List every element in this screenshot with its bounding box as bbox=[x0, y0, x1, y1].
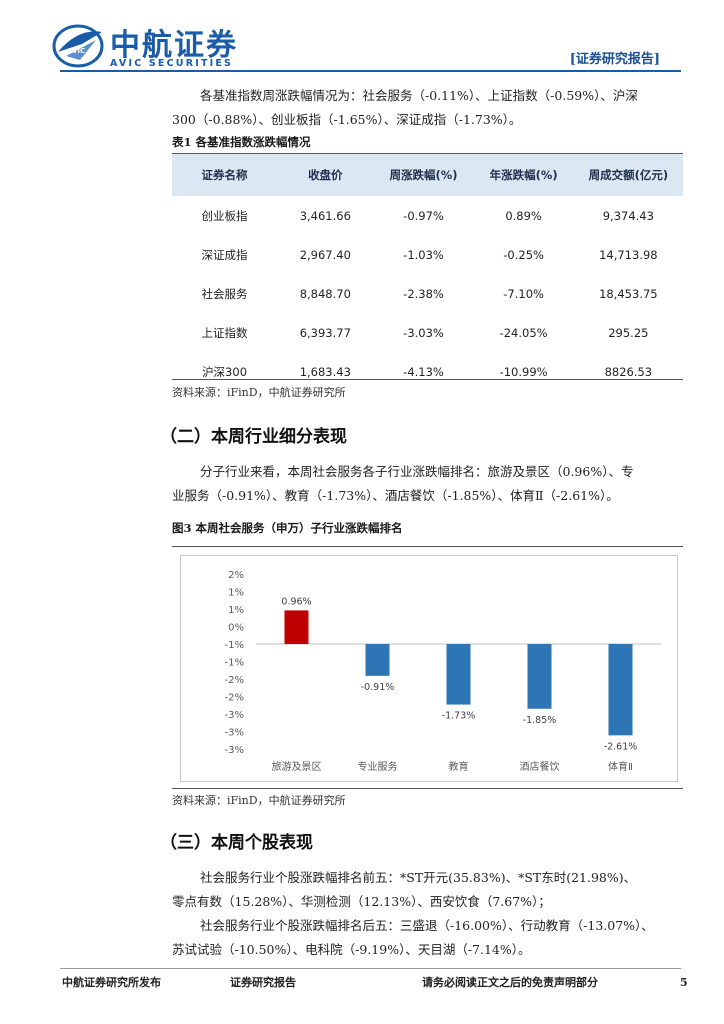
y-tick-label: -1% bbox=[225, 640, 244, 651]
bar bbox=[527, 644, 552, 709]
table-bottom-rule bbox=[172, 379, 683, 380]
footer-divider bbox=[60, 968, 681, 969]
y-tick-label: -2% bbox=[225, 675, 244, 686]
y-tick-label: 1% bbox=[228, 588, 244, 599]
section-3-line-1: 社会服务行业个股涨跌幅排名前五：*ST开元(35.83%)、*ST东时(21.9… bbox=[200, 870, 637, 885]
section-3-line-2: 零点有数（15.28%）、华测检测（12.13%）、西安饮食（7.67%）； bbox=[172, 894, 551, 909]
table-header-cell: 年涨跌幅(%) bbox=[473, 154, 574, 196]
company-logo: AVIC 中航证券 AVIC SECURITIES bbox=[52, 20, 252, 70]
logo-mark-text: AVIC bbox=[67, 47, 85, 55]
table-cell: 2,967.40 bbox=[299, 247, 351, 262]
logo-chinese-name: 中航证券 bbox=[110, 28, 238, 63]
bar bbox=[284, 610, 309, 644]
table-cell: 18,453.75 bbox=[599, 286, 658, 301]
table-cell: 8,848.70 bbox=[299, 286, 351, 301]
table-source-note: 资料来源：iFinD，中航证券研究所 bbox=[172, 386, 346, 399]
x-category-label: 教育 bbox=[449, 760, 469, 773]
table-cell: 1,683.43 bbox=[299, 364, 351, 379]
section-2-line-2: 业服务（-0.91%）、教育（-1.73%）、酒店餐饮（-1.85%）、体育Ⅱ（… bbox=[172, 488, 619, 503]
subindustry-bar-chart: 2% 1% 1% 0% -1% -1% -2% -2% -3% -3% -3% 0.96% 旅游及景区 -… bbox=[225, 570, 661, 773]
bar-data-label: -1.85% bbox=[523, 715, 557, 726]
table-row: 创业板指 3,461.66 -0.97% 0.89% 9,374.43 bbox=[172, 196, 683, 235]
figure-caption: 图3 本周社会服务（申万）子行业涨跌幅排名 bbox=[172, 521, 403, 535]
section-3-title: （三）本周个股表现 bbox=[160, 833, 313, 853]
bar bbox=[446, 644, 471, 705]
y-tick-label: -3% bbox=[225, 745, 244, 756]
bar-data-label: -1.73% bbox=[442, 711, 476, 722]
table-cell: -0.97% bbox=[403, 208, 444, 223]
table-cell: -24.05% bbox=[499, 325, 548, 340]
table-caption: 表1 各基准指数涨跌幅情况 bbox=[172, 135, 311, 149]
table-header-cell: 证券名称 bbox=[172, 154, 278, 196]
y-tick-label: 1% bbox=[228, 605, 244, 616]
table-cell: -1.03% bbox=[403, 247, 444, 262]
footer-publisher: 中航证券研究所发布 bbox=[62, 976, 161, 989]
avic-plane-icon: AVIC bbox=[52, 24, 104, 68]
logo-english-name: AVIC SECURITIES bbox=[110, 58, 234, 69]
figure-top-rule bbox=[172, 546, 683, 547]
table-cell: 295.25 bbox=[608, 325, 649, 340]
table-cell: -2.38% bbox=[403, 286, 444, 301]
table-cell: 6,393.77 bbox=[299, 325, 351, 340]
table-cell: 8826.53 bbox=[604, 364, 653, 379]
table-row: 社会服务 8,848.70 -2.38% -7.10% 18,453.75 bbox=[172, 274, 683, 313]
bar-data-label: -0.91% bbox=[361, 682, 395, 693]
table-top-rule bbox=[172, 153, 683, 154]
y-tick-label: -3% bbox=[225, 728, 244, 739]
figure-source-note: 资料来源：iFinD，中航证券研究所 bbox=[172, 794, 346, 807]
table-cell: 14,713.98 bbox=[599, 247, 658, 262]
x-category-label: 体育Ⅱ bbox=[608, 760, 633, 773]
y-tick-label: 2% bbox=[228, 570, 244, 581]
table-row: 沪深300 1,683.43 -4.13% -10.99% 8826.53 bbox=[172, 352, 683, 391]
table-header-cell: 周涨跌幅(%) bbox=[373, 154, 474, 196]
footer-report-type: 证券研究报告 bbox=[230, 976, 296, 989]
bar-data-label: 0.96% bbox=[281, 596, 311, 607]
footer-disclaimer: 请务必阅读正文之后的免责声明部分 bbox=[422, 976, 598, 989]
table-cell: 0.89% bbox=[505, 208, 542, 223]
y-tick-label: 0% bbox=[228, 623, 244, 634]
page-number: 5 bbox=[680, 976, 688, 989]
index-performance-table: 证券名称 收盘价 周涨跌幅(%) 年涨跌幅(%) 周成交额(亿元) 创业板指 3… bbox=[172, 154, 683, 391]
table-cell: 社会服务 bbox=[201, 286, 248, 301]
y-tick-label: -3% bbox=[225, 710, 244, 721]
table-row: 上证指数 6,393.77 -3.03% -24.05% 295.25 bbox=[172, 313, 683, 352]
table-cell: 沪深300 bbox=[202, 364, 248, 379]
table-cell: -10.99% bbox=[499, 364, 548, 379]
table-header-cell: 周成交额(亿元) bbox=[573, 154, 683, 196]
bar bbox=[365, 644, 390, 676]
table-cell: 3,461.66 bbox=[299, 208, 351, 223]
y-tick-label: -1% bbox=[225, 658, 244, 669]
report-type-tag: [证券研究报告] bbox=[569, 52, 660, 67]
header-divider bbox=[60, 70, 681, 72]
table-cell: 上证指数 bbox=[201, 325, 248, 340]
table-cell: 深证成指 bbox=[201, 247, 248, 262]
x-category-label: 专业服务 bbox=[358, 760, 398, 773]
intro-line-2: 300（-0.88%）、创业板指（-1.65%）、深证成指（-1.73%）。 bbox=[172, 112, 522, 127]
y-tick-label: -2% bbox=[225, 693, 244, 704]
table-header-row: 证券名称 收盘价 周涨跌幅(%) 年涨跌幅(%) 周成交额(亿元) bbox=[172, 154, 683, 196]
x-category-label: 旅游及景区 bbox=[272, 760, 322, 773]
table-cell: 创业板指 bbox=[201, 208, 248, 223]
table-cell: 9,374.43 bbox=[602, 208, 654, 223]
table-cell: -3.03% bbox=[403, 325, 444, 340]
table-cell: -0.25% bbox=[503, 247, 544, 262]
section-3-line-4: 苏试试验（-10.50%）、电科院（-9.19%）、天目湖（-7.14%）。 bbox=[172, 942, 531, 957]
intro-line-1: 各基准指数周涨跌幅情况为：社会服务（-0.11%）、上证指数（-0.59%）、沪… bbox=[200, 88, 638, 103]
x-category-label: 酒店餐饮 bbox=[520, 760, 560, 773]
bar-data-label: -2.61% bbox=[604, 741, 638, 752]
figure-bottom-rule bbox=[172, 788, 683, 789]
section-2-line-1: 分子行业来看，本周社会服务各子行业涨跌幅排名：旅游及景区（0.96%）、专 bbox=[200, 464, 634, 479]
section-2-title: （二）本周行业细分表现 bbox=[160, 427, 347, 447]
chart-frame: 2% 1% 1% 0% -1% -1% -2% -2% -3% -3% -3% 0.96% 旅游及景区 -… bbox=[180, 555, 678, 782]
table-row: 深证成指 2,967.40 -1.03% -0.25% 14,713.98 bbox=[172, 235, 683, 274]
bar bbox=[608, 644, 633, 736]
table-header-cell: 收盘价 bbox=[277, 154, 374, 196]
section-3-line-3: 社会服务行业个股涨跌幅排名后五：三盛退（-16.00%）、行动教育（-13.07… bbox=[200, 918, 654, 933]
table-cell: -7.10% bbox=[503, 286, 544, 301]
table-cell: -4.13% bbox=[403, 364, 444, 379]
